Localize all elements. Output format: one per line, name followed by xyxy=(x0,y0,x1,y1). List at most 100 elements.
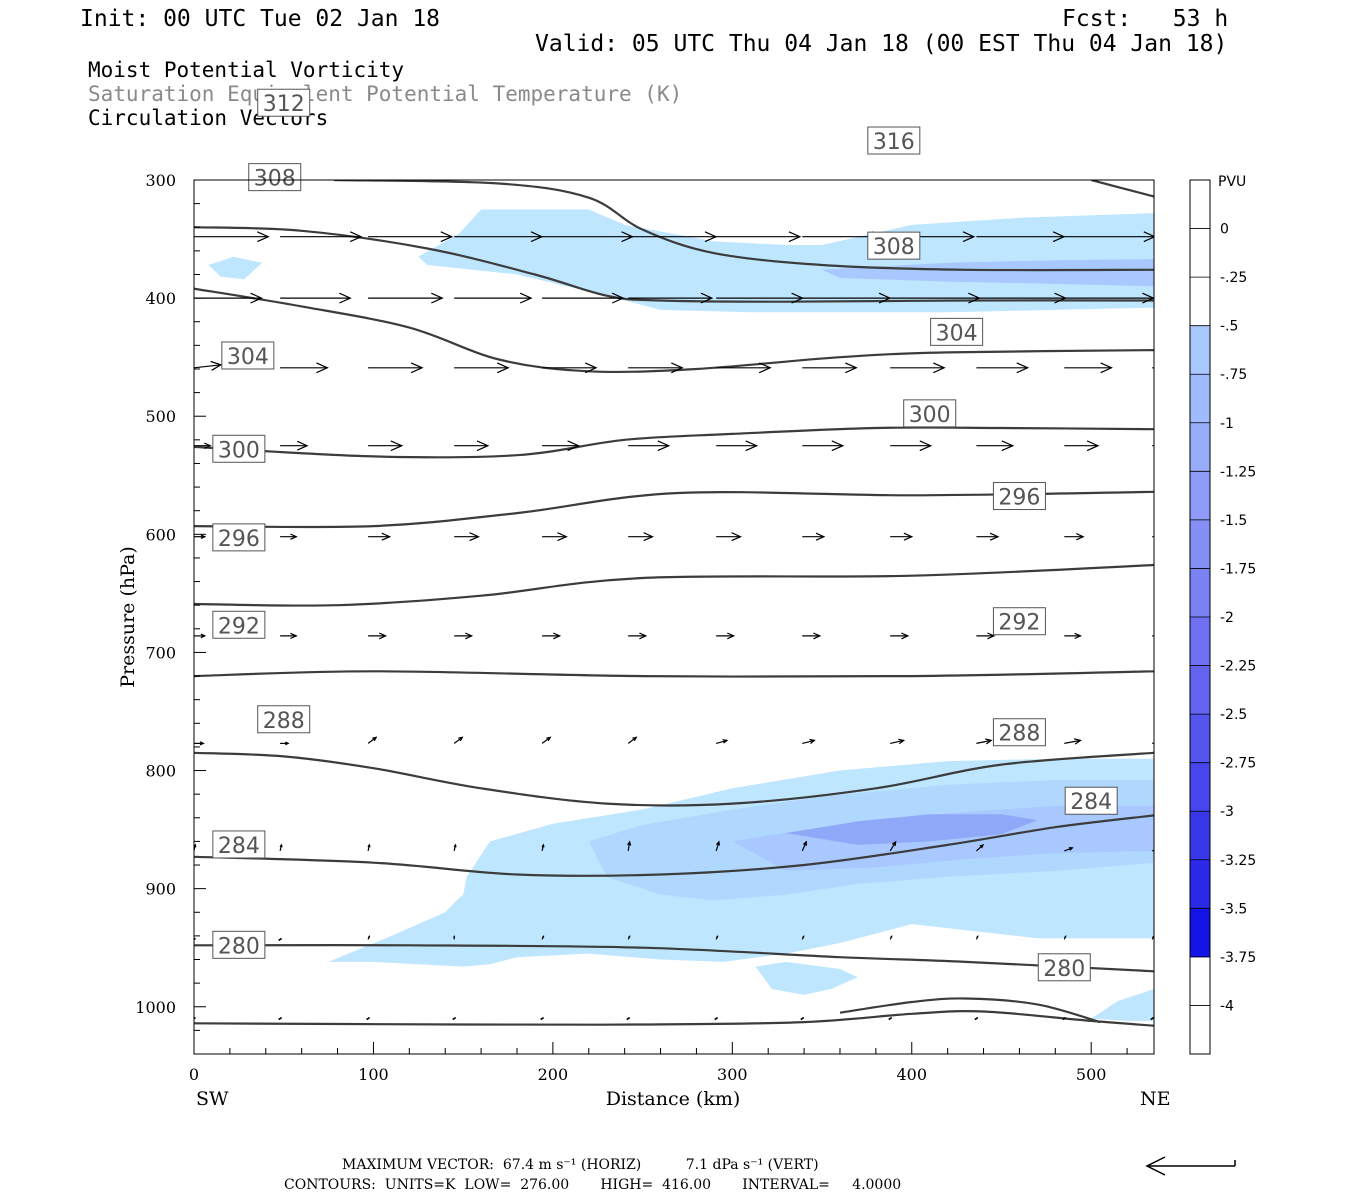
contour-label-308-0: 308 xyxy=(248,163,302,192)
vector-4-11 xyxy=(1152,536,1154,538)
x-axis-label: Distance (km) xyxy=(606,1088,741,1110)
svg-text:304: 304 xyxy=(227,345,269,370)
contour-label-280-1: 280 xyxy=(1037,953,1091,982)
colorbar-label-2: -.5 xyxy=(1220,319,1238,335)
title-theta-es: Saturation Equivalent Potential Temperat… xyxy=(88,82,683,106)
vector-3-6 xyxy=(716,440,759,452)
vector-5-8 xyxy=(890,632,910,640)
vector-3-4 xyxy=(542,440,581,452)
x-tick-label-0: 0 xyxy=(189,1065,199,1084)
vector-5-10 xyxy=(1064,632,1082,640)
colorbar-swatch-3 xyxy=(1190,325,1210,375)
vector-8-2 xyxy=(367,935,370,940)
colorbar-swatch-6 xyxy=(1190,471,1210,521)
vector-6-2 xyxy=(367,736,378,744)
title-mpv: Moist Potential Vorticity xyxy=(88,58,405,82)
vector-6-1 xyxy=(280,741,290,746)
vector-6-11 xyxy=(1152,742,1154,744)
pv-region-2 xyxy=(822,259,1154,287)
colorbar-swatch-13 xyxy=(1190,811,1210,861)
vector-4-8 xyxy=(890,532,914,541)
pv-region-6 xyxy=(786,814,1038,845)
colorbar-swatch-10 xyxy=(1190,665,1210,715)
colorbar-label-11: -2.75 xyxy=(1220,756,1256,772)
colorbar-label-15: -3.75 xyxy=(1220,950,1256,966)
contour-label-292-1: 292 xyxy=(992,607,1046,636)
vector-6-5 xyxy=(627,736,638,744)
vector-9-7 xyxy=(800,1016,805,1021)
contour-284 xyxy=(194,814,1154,877)
vector-7-3 xyxy=(453,843,457,852)
vector-2-5 xyxy=(628,362,684,374)
vector-8-10 xyxy=(1063,935,1067,940)
contour-label-284-0: 284 xyxy=(212,830,266,859)
vector-5-6 xyxy=(716,632,736,640)
contour-label-304-0: 304 xyxy=(221,341,275,370)
pv-region-7 xyxy=(755,961,858,995)
vector-7-9 xyxy=(975,843,985,852)
contour-label-300-0: 300 xyxy=(212,434,266,463)
colorbar-label-5: -1.25 xyxy=(1220,464,1256,480)
colorbar-label-13: -3.25 xyxy=(1220,853,1256,869)
vector-8-7 xyxy=(801,934,805,940)
vector-6-10 xyxy=(1064,738,1082,745)
vector-8-8 xyxy=(889,935,893,940)
vector-2-10 xyxy=(1064,362,1113,374)
y-tick-label-1000: 1000 xyxy=(135,998,176,1017)
vector-2-4 xyxy=(542,362,598,374)
svg-text:316: 316 xyxy=(873,130,915,155)
svg-text:296: 296 xyxy=(218,527,260,552)
colorbar-swatch-8 xyxy=(1190,568,1210,618)
vector-7-10 xyxy=(1064,847,1074,852)
vector-9-11 xyxy=(1150,1016,1154,1021)
y-tick-label-700: 700 xyxy=(145,643,176,662)
vector-2-0 xyxy=(194,360,223,371)
pv-region-8 xyxy=(1091,989,1154,1021)
colorbar-label-1: -.25 xyxy=(1220,270,1247,286)
contour-info: CONTOURS: UNITS=K LOW= 276.00 HIGH= 416.… xyxy=(284,1177,902,1193)
colorbar: 0 -.25 -.5 -.75 -1 -1.25 -1.5 -1.75 -2 -2.25 -2.5 -… xyxy=(1189,179,1256,1055)
vector-6-9 xyxy=(976,738,993,745)
vector-0-5 xyxy=(628,231,718,243)
max-vector-info: MAXIMUM VECTOR: 67.4 m s⁻¹ (HORIZ) 7.1 d… xyxy=(342,1157,819,1173)
svg-text:292: 292 xyxy=(998,611,1040,636)
vector-3-5 xyxy=(628,440,671,452)
colorbar-swatch-9 xyxy=(1190,617,1210,667)
pv-region-1 xyxy=(208,256,263,280)
vector-0-1 xyxy=(280,231,363,243)
contour-308 xyxy=(194,287,1154,374)
vector-0-0 xyxy=(194,231,270,243)
vector-9-1 xyxy=(278,1016,283,1021)
vector-4-0 xyxy=(194,534,207,539)
vector-9-3 xyxy=(452,1016,457,1021)
vector-4-2 xyxy=(368,532,392,541)
svg-text:304: 304 xyxy=(936,321,978,346)
contour-label-312-0: 312 xyxy=(257,88,311,117)
contour-304 xyxy=(194,426,1154,459)
x-tick-label-500: 500 xyxy=(1076,1065,1107,1084)
vector-9-2 xyxy=(366,1016,370,1021)
vector-8-5 xyxy=(627,935,631,940)
vector-6-3 xyxy=(453,736,464,744)
svg-text:296: 296 xyxy=(998,486,1040,511)
vector-4-7 xyxy=(802,532,826,541)
vector-4-10 xyxy=(1064,533,1085,541)
vector-5-7 xyxy=(802,632,822,640)
contour-labels: 280 280 284 284 288 288 292 292 296 296 300 300 304 3… xyxy=(212,88,1118,982)
contour-label-308-1: 308 xyxy=(867,231,921,260)
x-tick-label-300: 300 xyxy=(717,1065,748,1084)
vector-3-9 xyxy=(976,440,1015,452)
vector-5-5 xyxy=(628,632,648,640)
svg-text:288: 288 xyxy=(263,709,305,734)
vector-6-6 xyxy=(716,739,729,744)
vector-7-8 xyxy=(889,840,897,852)
reference-vector xyxy=(1145,1156,1236,1176)
valid-time: Valid: 05 UTC Thu 04 Jan 18 (00 EST Thu … xyxy=(535,31,1228,57)
x-tick-label-100: 100 xyxy=(358,1065,389,1084)
vector-4-5 xyxy=(628,532,654,542)
vector-0-9 xyxy=(976,231,1066,243)
vector-8-1 xyxy=(278,937,283,942)
vector-8-6 xyxy=(715,935,719,940)
svg-text:280: 280 xyxy=(1043,957,1085,982)
